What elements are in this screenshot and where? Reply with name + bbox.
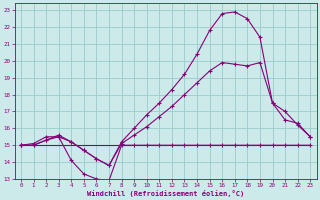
X-axis label: Windchill (Refroidissement éolien,°C): Windchill (Refroidissement éolien,°C)	[87, 190, 244, 197]
